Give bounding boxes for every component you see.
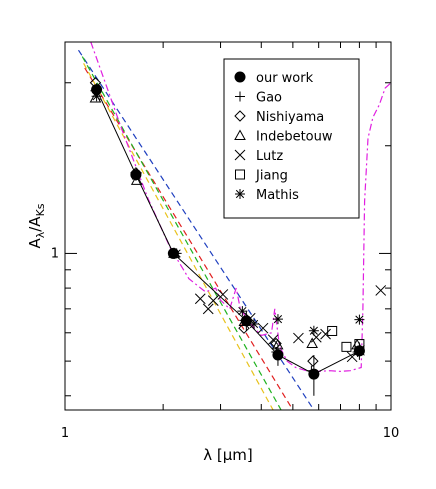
legend-marker-diamond: [234, 110, 246, 122]
data-point: [207, 295, 219, 306]
data-point: [354, 344, 365, 356]
data-point: [310, 331, 322, 343]
model-curves: [77, 42, 391, 410]
legend-label: Mathis: [256, 188, 299, 203]
data-point: [354, 339, 365, 350]
model-curve-4: [90, 42, 391, 373]
series-jiang: [327, 325, 365, 352]
legend-entry: Indebetouw: [234, 129, 333, 145]
legend: our work Gao Nishiyama Indebetouw Lutz Jiang M…: [223, 58, 360, 219]
data-point: [320, 328, 331, 340]
data-point: [293, 332, 304, 344]
data-point: [171, 248, 182, 259]
data-point: [307, 355, 319, 367]
legend-label: Nishiyama: [256, 110, 324, 125]
data-point: [257, 322, 269, 334]
data-point: [306, 337, 319, 349]
data-point: [267, 334, 279, 346]
model-curve-1: [84, 67, 294, 410]
data-series: [89, 77, 387, 396]
legend-label: our work: [256, 71, 314, 86]
axis-ticks: 1 10 1: [51, 42, 400, 441]
data-point: [202, 303, 214, 315]
data-point: [272, 314, 283, 325]
legend-marker-asterisk: [235, 189, 245, 199]
data-point: [237, 306, 248, 317]
data-point: [194, 293, 206, 305]
data-point: [341, 341, 352, 352]
data-point: [249, 318, 260, 329]
data-point: [375, 285, 387, 296]
legend-marker-cross: [234, 149, 246, 161]
y-axis-label: Aλ/AKs: [26, 203, 47, 248]
legend-box: [223, 58, 360, 219]
data-point: [354, 314, 365, 325]
x-tick-label: 10: [383, 426, 400, 441]
data-point: [308, 368, 320, 380]
data-point: [130, 174, 143, 185]
legend-marker-square: [235, 169, 245, 180]
legend-entry: Gao: [235, 91, 282, 106]
x-tick-label: 1: [61, 426, 69, 441]
legend-entry: Jiang: [235, 169, 288, 184]
y-tick-label: 1: [51, 246, 59, 261]
plot-frame: [64, 41, 392, 411]
model-curve-0: [77, 49, 315, 410]
legend-entry: Nishiyama: [234, 110, 324, 125]
data-point: [217, 289, 229, 300]
legend-entry: our work: [234, 71, 314, 86]
series-mathis: [91, 91, 365, 336]
model-curve-3: [83, 63, 274, 410]
legend-entry: Lutz: [234, 149, 283, 164]
x-axis-label: λ [μm]: [203, 446, 253, 464]
data-point: [308, 325, 319, 336]
model-curve-2: [81, 56, 282, 410]
legend-marker-plus: [235, 91, 245, 102]
legend-label: Indebetouw: [256, 130, 333, 145]
data-point: [306, 365, 317, 376]
data-point: [89, 77, 102, 89]
data-point: [327, 325, 338, 336]
data-point: [271, 338, 284, 350]
data-point: [130, 170, 141, 181]
data-point: [91, 91, 102, 102]
legend-label: Gao: [256, 91, 282, 106]
data-point: [168, 247, 180, 260]
legend-entry: Mathis: [235, 188, 299, 203]
data-point: [91, 84, 103, 96]
legend-label: Jiang: [255, 169, 288, 184]
data-point: [346, 351, 358, 363]
legend-label: Lutz: [256, 149, 283, 164]
series-lutz: [194, 285, 387, 363]
legend-marker-filled-circle: [234, 71, 246, 83]
legend-marker-triangle: [234, 129, 246, 140]
data-point: [238, 322, 250, 334]
data-point: [272, 349, 284, 361]
